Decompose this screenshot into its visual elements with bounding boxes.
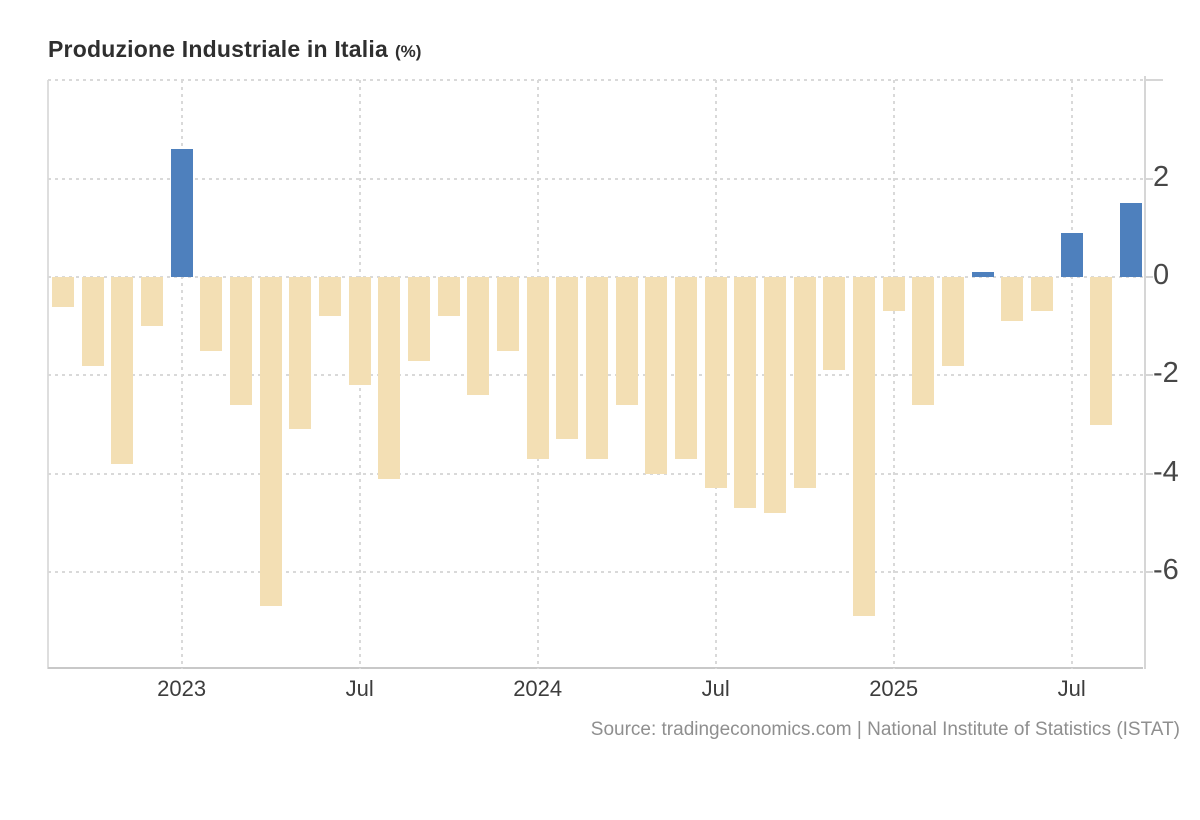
v-gridline — [180, 80, 183, 669]
bar[interactable] — [259, 277, 282, 607]
y-tick-mark — [1144, 472, 1153, 475]
bar[interactable] — [1060, 232, 1083, 277]
y-tick-label: -4 — [1153, 455, 1179, 488]
y-tick-mark — [1144, 177, 1153, 180]
bar[interactable] — [378, 277, 401, 479]
bar[interactable] — [497, 277, 519, 351]
bar[interactable] — [793, 277, 816, 489]
bar[interactable] — [81, 277, 104, 366]
chart-title: Produzione Industriale in Italia — [48, 36, 388, 62]
chart-header: Produzione Industriale in Italia (%) — [48, 36, 421, 63]
y-tick-label: -2 — [1153, 357, 1179, 390]
y-tick-mark — [1144, 276, 1153, 278]
bar[interactable] — [52, 277, 74, 307]
source-attribution: Source: tradingeconomics.com | National … — [590, 719, 1180, 740]
bar[interactable] — [586, 277, 608, 459]
v-gridline — [1070, 80, 1073, 669]
bar[interactable] — [615, 277, 638, 405]
y-tick-mark — [1144, 571, 1153, 574]
y-tick-label: 0 — [1153, 258, 1170, 291]
bar[interactable] — [1001, 277, 1024, 322]
bar[interactable] — [971, 272, 994, 277]
bar[interactable] — [526, 277, 549, 459]
bar[interactable] — [348, 277, 371, 386]
bar[interactable] — [141, 277, 163, 327]
bar[interactable] — [1090, 277, 1113, 425]
bar[interactable] — [704, 277, 727, 489]
chart-title-unit: (%) — [394, 42, 422, 61]
bar[interactable] — [882, 277, 905, 312]
y-tick-mark — [1144, 374, 1153, 377]
v-gridline — [892, 80, 895, 669]
h-gridline — [48, 177, 1143, 180]
right-axis-top-tick — [1144, 79, 1163, 81]
plot-area — [48, 79, 1143, 669]
bar[interactable] — [319, 277, 341, 317]
bottom-axis-line — [48, 667, 1143, 669]
x-tick-label: Jul — [345, 676, 374, 701]
bar[interactable] — [645, 277, 668, 474]
bar[interactable] — [467, 277, 490, 395]
bar[interactable] — [942, 277, 964, 366]
bar[interactable] — [734, 277, 757, 509]
bar[interactable] — [1120, 203, 1142, 277]
bar[interactable] — [675, 277, 697, 459]
x-tick-label: 2023 — [157, 676, 207, 701]
bar[interactable] — [200, 277, 223, 351]
bar[interactable] — [170, 149, 193, 277]
right-axis-line — [1144, 76, 1146, 669]
bar[interactable] — [764, 277, 786, 514]
bar[interactable] — [437, 277, 460, 317]
bar[interactable] — [111, 277, 134, 464]
bar[interactable] — [853, 277, 875, 617]
y-tick-label: -6 — [1153, 553, 1179, 586]
bar[interactable] — [1031, 277, 1053, 312]
y-tick-label: 2 — [1153, 160, 1170, 193]
h-gridline — [48, 79, 1143, 82]
h-gridline — [48, 472, 1143, 475]
x-tick-label: 2024 — [513, 676, 563, 701]
bar[interactable] — [289, 277, 312, 430]
bar[interactable] — [912, 277, 935, 405]
bar[interactable] — [823, 277, 846, 371]
bar[interactable] — [230, 277, 252, 405]
x-tick-label: 2025 — [869, 676, 919, 701]
bar[interactable] — [556, 277, 579, 440]
bar[interactable] — [408, 277, 430, 361]
h-gridline — [48, 571, 1143, 574]
x-tick-label: Jul — [1057, 676, 1086, 701]
x-tick-label: Jul — [701, 676, 730, 701]
